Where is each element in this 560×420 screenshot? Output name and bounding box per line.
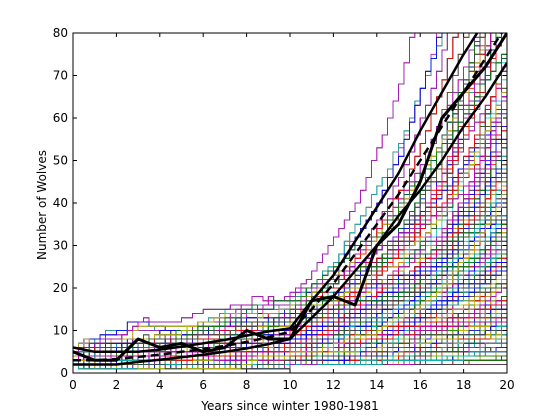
simulation-line [73,33,486,357]
simulation-line [73,33,486,357]
simulation-line [73,33,492,365]
x-tick-label: 8 [243,378,251,392]
simulation-line [73,33,416,348]
simulation-line [73,33,492,365]
y-tick-label: 80 [53,26,68,40]
y-tick-label: 40 [53,196,68,210]
simulation-line [73,33,443,348]
x-tick-label: 10 [282,378,297,392]
simulation-line [73,33,492,361]
x-tick-label: 4 [156,378,164,392]
simulation-line [73,33,486,357]
simulation-line [73,33,486,357]
x-tick-label: 12 [326,378,341,392]
x-tick-label: 6 [199,378,207,392]
simulation-line [73,33,443,357]
upper-bound-line [73,33,479,354]
y-tick-label: 50 [53,154,68,168]
simulation-line [73,33,416,348]
simulation-line [73,33,492,365]
simulation-line [73,33,481,357]
simulation-line [73,33,492,361]
simulation-trajectories [73,33,507,370]
simulation-line [73,283,507,365]
x-tick-label: 18 [456,378,471,392]
simulation-line [73,33,443,357]
simulation-line [73,33,443,348]
simulation-line [73,262,507,348]
simulation-line [73,33,416,348]
summary-lines [73,33,507,366]
observed-line [73,33,507,362]
simulation-line [73,330,507,370]
x-tick-label: 2 [113,378,121,392]
y-tick-label: 60 [53,111,68,125]
y-tick-label: 70 [53,69,68,83]
x-tick-label: 0 [69,378,77,392]
simulation-line [73,33,443,357]
simulation-line [73,33,481,357]
simulation-line [73,135,507,353]
x-tick-label: 14 [369,378,384,392]
x-tick-label: 20 [499,378,514,392]
y-tick-label: 0 [60,366,68,380]
simulation-line [73,33,492,361]
y-tick-label: 30 [53,239,68,253]
simulation-line [73,33,481,357]
simulation-line [73,33,443,348]
y-axis-label: Number of Wolves [35,150,49,260]
axes: 0 2 4 6 8 10 12 14 16 18 20 0 10 20 30 40 50 60 70 80 [53,26,515,392]
x-axis-label: Years since winter 1980-1981 [200,399,378,413]
y-tick-label: 10 [53,324,68,338]
simulation-line [73,33,486,357]
x-tick-label: 16 [413,378,428,392]
y-tick-label: 20 [53,281,68,295]
